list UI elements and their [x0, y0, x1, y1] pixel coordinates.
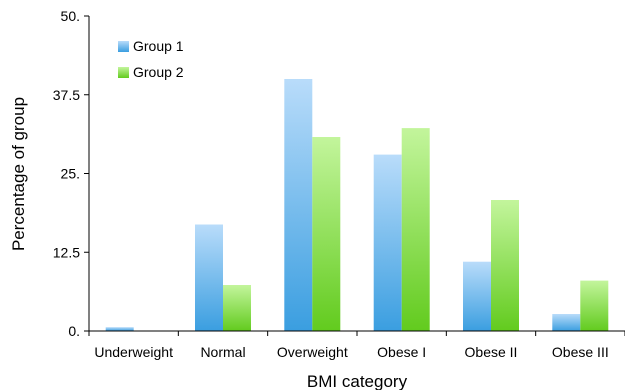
- bar-group-2-obese-i: [401, 128, 430, 331]
- y-tick-label: 25.: [61, 166, 80, 182]
- bar-group-1-underweight: [105, 327, 134, 331]
- y-tick-label: 0.: [68, 323, 80, 339]
- bars-group: [105, 79, 609, 331]
- legend-swatch-group-1: [118, 41, 129, 52]
- legend-label-group-1: Group 1: [133, 38, 184, 54]
- legend-label-group-2: Group 2: [133, 64, 184, 80]
- y-axis-title: Percentage of group: [9, 97, 28, 251]
- bar-group-1-obese-ii: [463, 261, 491, 331]
- bar-group-2-obese-ii: [491, 200, 519, 331]
- bar-group-1-obese-i: [373, 154, 402, 331]
- y-tick-label: 50.: [61, 8, 80, 24]
- y-tick-label: 12.5: [53, 244, 80, 260]
- axes-group: 0. 12.5 25. 37.5 50. Underweight Normal Overwei…: [53, 8, 625, 360]
- legend: Group 1 Group 2: [118, 38, 184, 80]
- x-tick-label-obese-iii: Obese III: [552, 344, 609, 360]
- y-tick-label: 37.5: [53, 87, 80, 103]
- x-tick-label-normal: Normal: [200, 344, 245, 360]
- bar-group-2-obese-iii: [580, 280, 609, 331]
- bar-group-1-overweight: [284, 79, 313, 331]
- bar-group-1-obese-iii: [552, 314, 581, 331]
- x-tick-label-obese-ii: Obese II: [465, 344, 518, 360]
- x-axis-title: BMI category: [307, 372, 408, 390]
- x-tick-label-obese-i: Obese I: [377, 344, 426, 360]
- x-tick-label-underweight: Underweight: [94, 344, 173, 360]
- bar-group-2-normal: [223, 285, 251, 331]
- x-tick-label-overweight: Overweight: [277, 344, 348, 360]
- bar-group-1-normal: [195, 224, 223, 331]
- legend-swatch-group-2: [118, 67, 129, 78]
- bar-group-2-overweight: [312, 137, 341, 331]
